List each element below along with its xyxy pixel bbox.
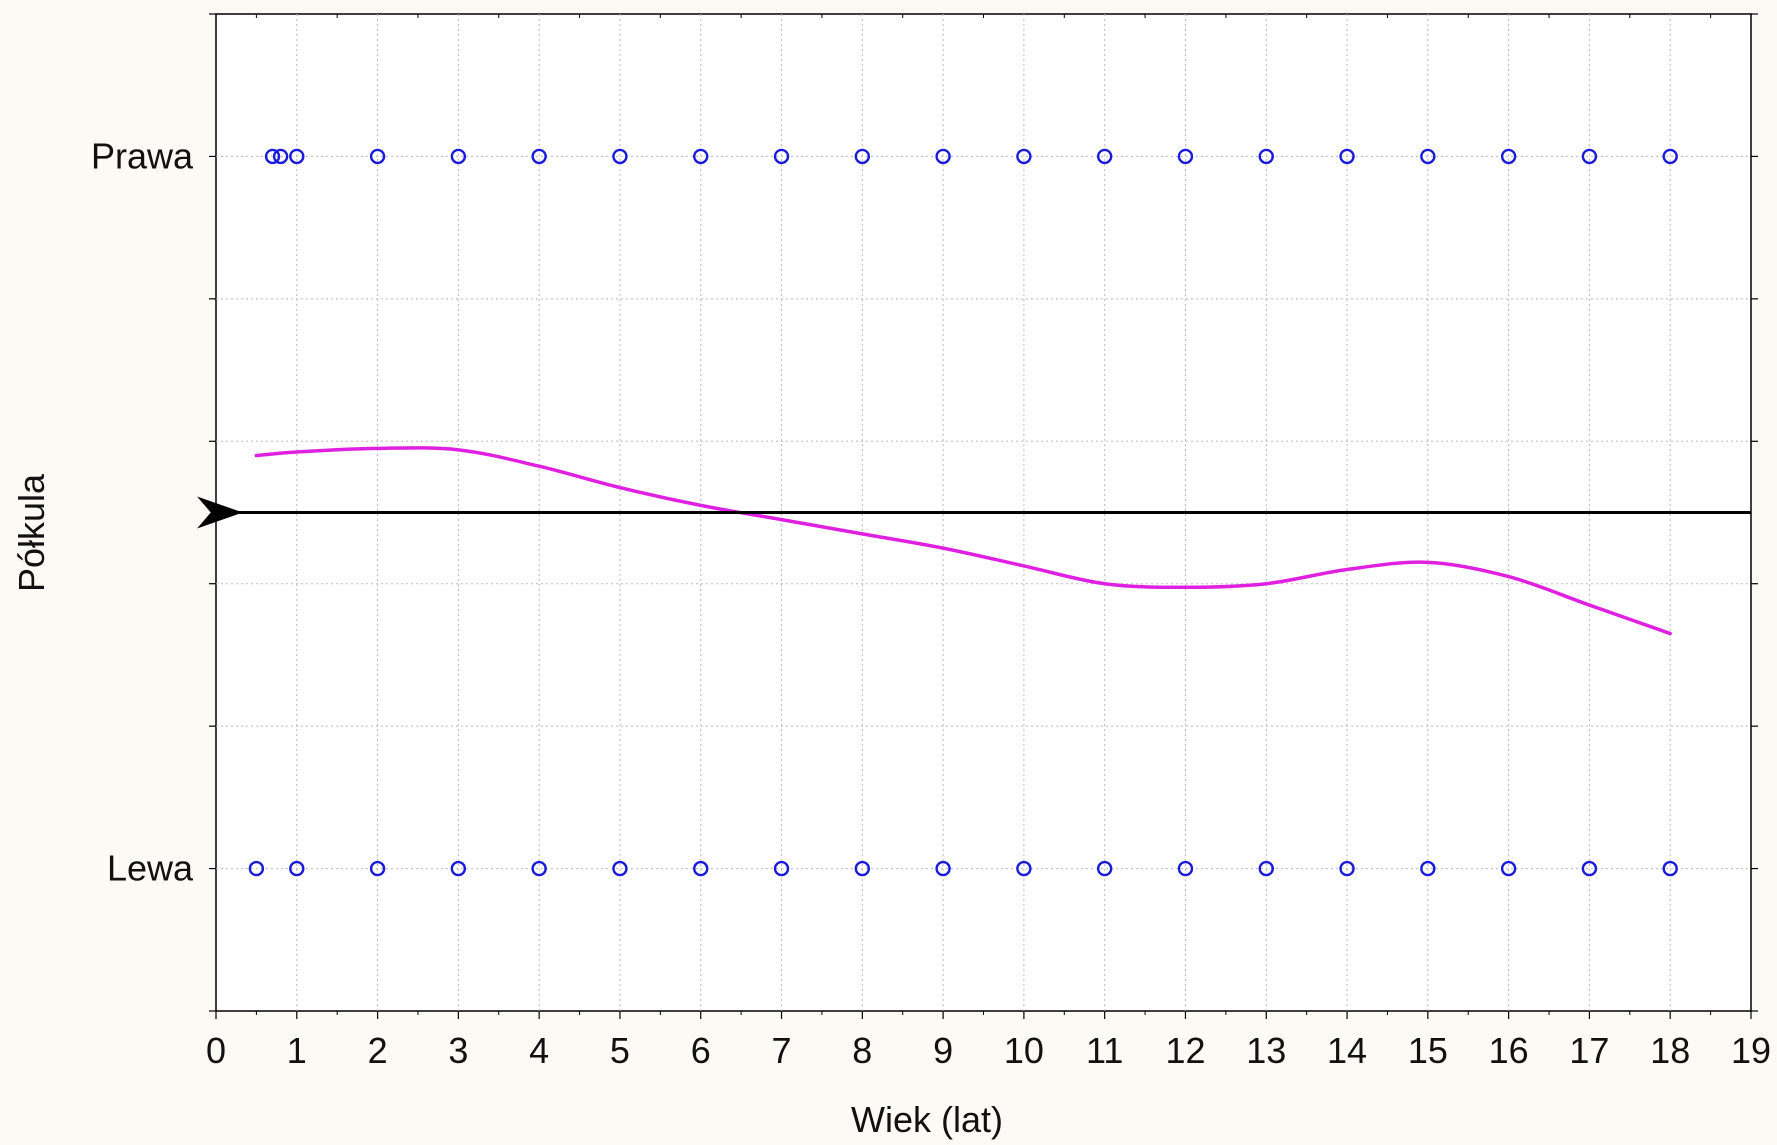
data-point <box>1662 148 1678 165</box>
x-tick-label: 19 <box>1731 1030 1771 1071</box>
data-point <box>693 860 709 877</box>
data-point <box>1096 860 1113 877</box>
x-tick-label: 7 <box>772 1030 792 1071</box>
x-tick-label: 13 <box>1246 1030 1286 1071</box>
data-point <box>289 860 305 877</box>
data-point <box>854 148 871 165</box>
data-point <box>1096 148 1113 165</box>
data-point <box>531 860 547 877</box>
data-point <box>693 148 709 165</box>
data-point <box>1016 148 1032 165</box>
data-point <box>369 860 386 877</box>
data-point <box>1258 148 1274 165</box>
series-layer <box>197 148 1751 877</box>
x-tick-label: 12 <box>1165 1030 1205 1071</box>
data-point <box>935 148 951 165</box>
data-point <box>935 860 951 877</box>
data-point <box>854 860 871 877</box>
data-point <box>531 148 547 165</box>
x-tick-label: 0 <box>206 1030 226 1071</box>
x-tick-label: 1 <box>287 1030 307 1071</box>
data-point <box>248 860 265 877</box>
data-point <box>1420 860 1436 877</box>
x-tick-label: 14 <box>1327 1030 1367 1071</box>
data-point <box>1420 148 1436 165</box>
y-tick-label: Prawa <box>91 135 194 176</box>
y-tick-label: Lewa <box>107 848 194 889</box>
data-point <box>773 148 790 165</box>
x-tick-label: 3 <box>448 1030 468 1071</box>
data-point <box>1581 148 1598 165</box>
x-tick-label: 15 <box>1408 1030 1448 1071</box>
x-tick-label: 17 <box>1569 1030 1609 1071</box>
data-point <box>450 148 467 165</box>
x-tick-label: 11 <box>1086 1030 1123 1071</box>
grid <box>216 14 1751 1011</box>
data-point <box>773 860 790 877</box>
data-point <box>369 148 386 165</box>
data-point <box>1662 860 1678 877</box>
x-tick-label: 9 <box>933 1030 953 1071</box>
x-tick-label: 18 <box>1650 1030 1690 1071</box>
data-point <box>1016 860 1032 877</box>
x-tick-label: 16 <box>1489 1030 1529 1071</box>
data-point <box>1177 860 1194 877</box>
data-point <box>1339 860 1355 877</box>
data-point <box>612 860 628 877</box>
axis-ticks <box>209 13 1758 1019</box>
x-tick-label: 5 <box>610 1030 630 1071</box>
x-tick-label: 4 <box>529 1030 549 1071</box>
smoothed-trend-line <box>254 446 1672 636</box>
x-axis-title: Wiek (lat) <box>851 1099 1003 1140</box>
y-axis-title: Półkula <box>11 473 52 592</box>
x-tick-label: 8 <box>852 1030 872 1071</box>
x-tick-label: 2 <box>368 1030 388 1071</box>
data-point <box>264 148 281 165</box>
data-point <box>612 148 628 165</box>
data-point <box>272 148 289 165</box>
data-point <box>1500 860 1517 877</box>
data-point <box>1500 148 1517 165</box>
x-tick-label: 10 <box>1004 1030 1044 1071</box>
x-tick-label: 6 <box>691 1030 711 1071</box>
data-point <box>450 860 467 877</box>
data-point <box>289 148 305 165</box>
data-point <box>1177 148 1194 165</box>
data-point <box>1581 860 1598 877</box>
x-tick-labels: 0 1 2 3 4 5 6 7 8 9 10 11 12 13 14 15 16 17 18 19 <box>206 1030 1771 1071</box>
data-point <box>1339 148 1355 165</box>
data-point <box>1258 860 1274 877</box>
y-tick-labels: Lewa Prawa <box>91 135 194 888</box>
